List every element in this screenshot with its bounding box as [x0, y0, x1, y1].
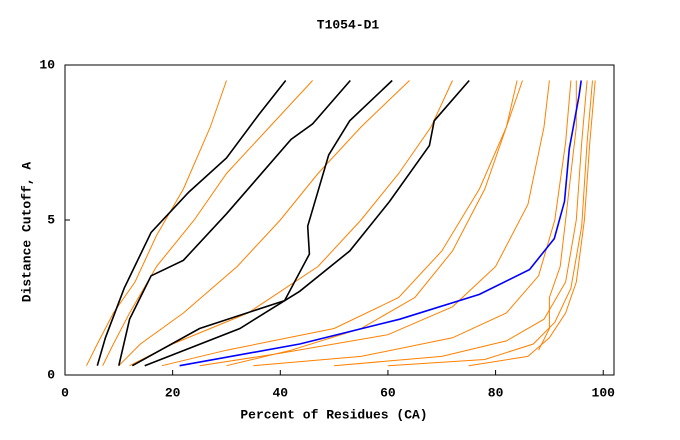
curve: [129, 80, 453, 367]
curve: [334, 80, 588, 367]
curve: [161, 80, 518, 367]
chart-title: T1054-D1: [317, 17, 380, 32]
y-tick-label: 0: [47, 367, 55, 382]
x-tick-label: 20: [165, 385, 181, 400]
curve: [226, 80, 523, 367]
x-axis-label: Percent of Residues (CA): [240, 407, 427, 422]
curve: [253, 80, 572, 367]
curve: [144, 79, 470, 367]
curve: [179, 80, 582, 367]
curve: [86, 80, 227, 366]
curve: [102, 80, 313, 366]
x-tick-label: 60: [380, 385, 396, 400]
x-tick-label: 80: [488, 385, 504, 400]
curve: [538, 80, 577, 351]
curve: [118, 79, 351, 366]
curve: [387, 80, 593, 367]
curve: [199, 80, 550, 367]
y-axis-label: Distance Cutoff, A: [19, 162, 34, 303]
curve: [468, 80, 596, 367]
x-tick-label: 0: [61, 385, 69, 400]
y-tick-label: 5: [47, 212, 55, 227]
x-tick-label: 100: [592, 385, 616, 400]
curve: [118, 80, 410, 367]
x-tick-label: 40: [272, 385, 288, 400]
y-tick-label: 10: [39, 57, 55, 72]
curve: [131, 79, 393, 367]
curve: [96, 80, 287, 366]
